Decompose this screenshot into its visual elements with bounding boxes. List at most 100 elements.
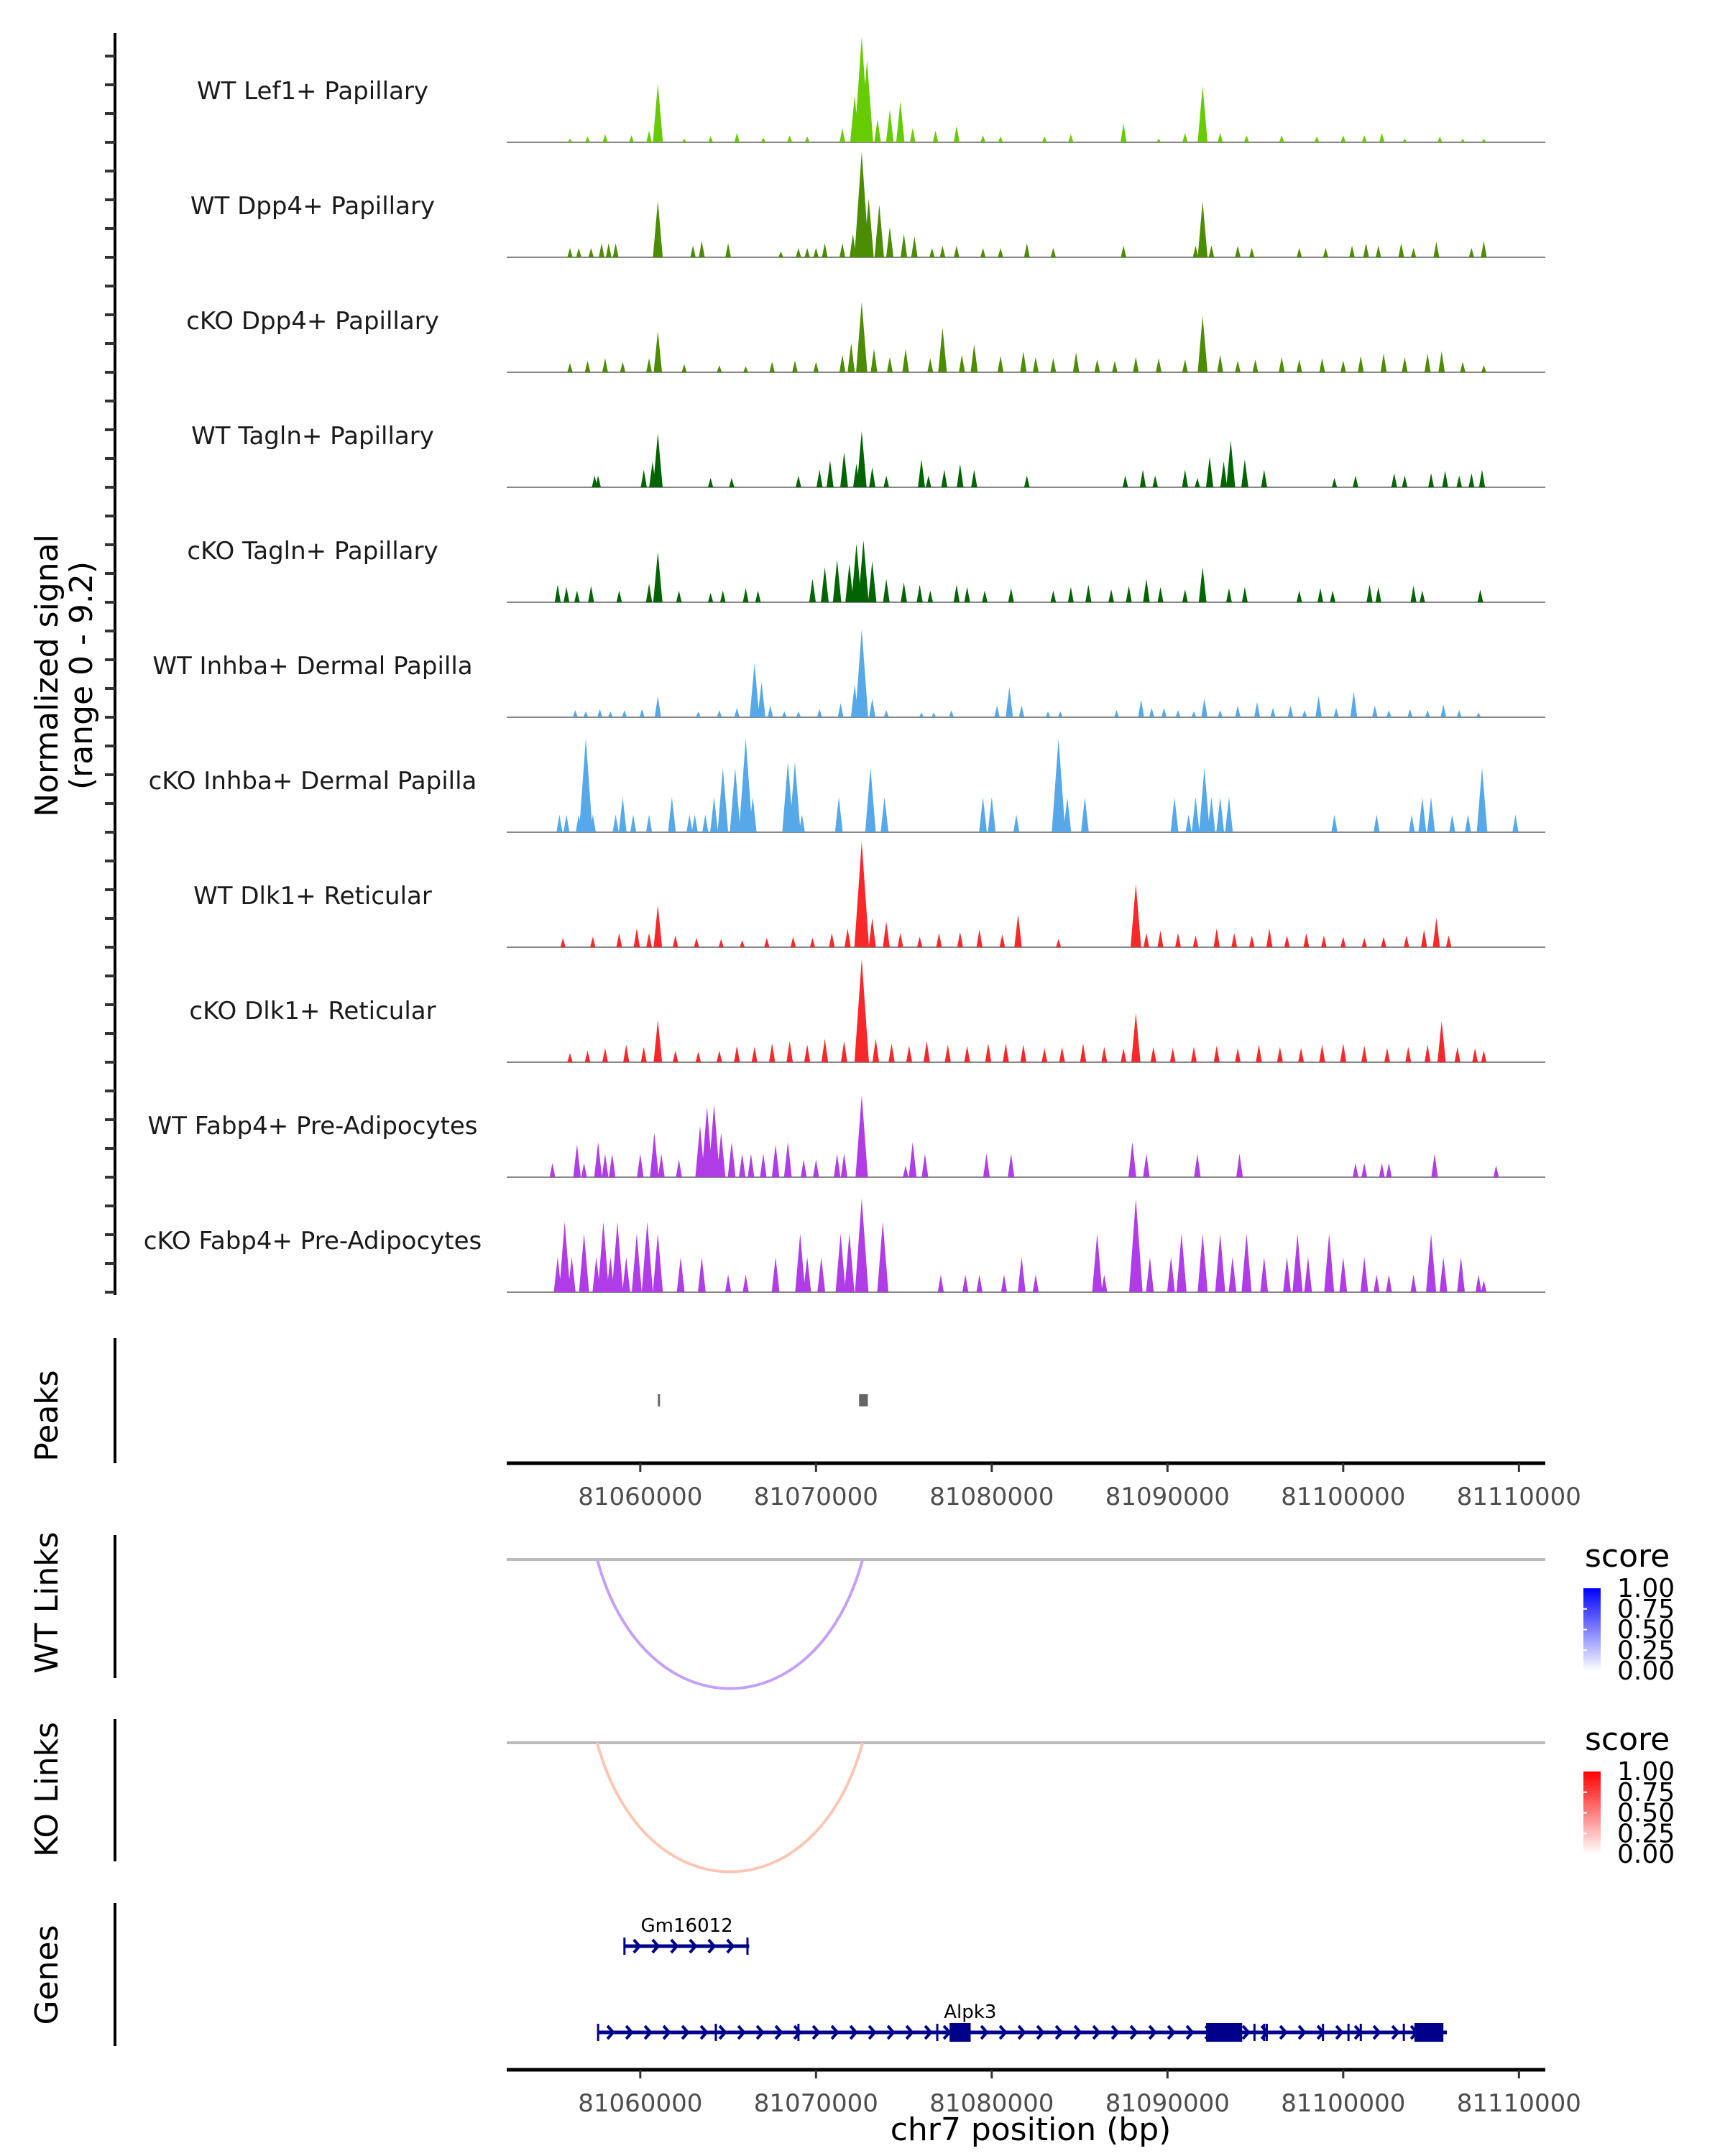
signal-peak — [1156, 139, 1162, 142]
signal-peak — [707, 477, 714, 487]
signal-peak — [929, 247, 935, 257]
signal-peak — [1121, 245, 1126, 257]
signal-peak — [623, 1044, 630, 1062]
gene-model: Alpk3 — [597, 2001, 1448, 2042]
track-label: WT Fabp4+ Pre-Adipocytes — [148, 1112, 478, 1141]
signal-peak — [822, 243, 828, 257]
signal-peak — [1279, 356, 1285, 372]
signal-peak — [1481, 241, 1487, 257]
signal-peak — [653, 905, 663, 947]
signal-peak — [1287, 705, 1294, 717]
signal-peak — [976, 929, 983, 947]
signal-peak — [653, 201, 663, 257]
strand-arrow — [774, 2024, 783, 2040]
signal-peak — [1101, 1046, 1108, 1062]
signal-peak — [909, 128, 916, 142]
x-tick-label: 81100000 — [1281, 1483, 1405, 1511]
signal-peak — [592, 475, 598, 487]
signal-peak — [1213, 928, 1220, 947]
signal-peak — [971, 469, 978, 487]
signal-peak — [1017, 1257, 1026, 1292]
signal-peak — [1298, 1048, 1305, 1062]
track-label: WT Dlk1+ Reticular — [193, 882, 432, 911]
signal-peak — [1481, 1280, 1487, 1292]
signal-peak — [916, 936, 923, 947]
legend-tick-label: 0.75 — [1617, 1778, 1675, 1807]
signal-peak — [584, 360, 591, 372]
signal-peak — [567, 362, 573, 372]
signal-peak — [730, 768, 741, 832]
strand-arrow — [830, 2024, 840, 2040]
signal-peak — [1126, 586, 1132, 602]
signal-peak — [768, 1043, 776, 1062]
signal-peak — [874, 119, 881, 142]
signal-peak — [1220, 461, 1228, 487]
signal-peak — [906, 1046, 913, 1062]
strand-arrow — [1167, 2024, 1176, 2040]
signal-peak — [1270, 707, 1276, 717]
x-tick-label: 81070000 — [754, 2089, 878, 2118]
signal-peak — [923, 1041, 930, 1062]
signal-peak — [1138, 699, 1144, 717]
signal-peak — [1231, 933, 1238, 947]
strand-arrow — [632, 1938, 642, 1954]
signal-peak — [827, 460, 834, 487]
signal-peak — [1197, 1233, 1208, 1292]
signal-peak — [1050, 358, 1057, 372]
signal-peak — [1032, 356, 1039, 372]
strand-arrow — [689, 1938, 698, 1954]
strand-arrow — [755, 2024, 765, 2040]
signal-peak — [1352, 1163, 1358, 1177]
signal-peak — [618, 797, 627, 832]
signal-peak — [1143, 579, 1150, 602]
signal-peak — [902, 349, 909, 372]
signal-peak — [1144, 933, 1149, 947]
signal-peak — [717, 365, 722, 372]
signal-peak — [872, 1038, 880, 1062]
signal-peak — [718, 939, 724, 947]
signal-peak — [1056, 939, 1062, 947]
signal-peak — [988, 797, 996, 832]
signal-peak — [1420, 590, 1425, 602]
signal-peak — [581, 1163, 587, 1177]
signal-peak — [926, 475, 932, 487]
signal-peak — [1276, 1046, 1283, 1062]
signal-peak — [1404, 935, 1409, 947]
signal-peak — [834, 1153, 841, 1177]
signal-peak — [1472, 1048, 1478, 1062]
track-label: cKO Inhba+ Dermal Papilla — [149, 767, 477, 796]
signal-peak — [1225, 588, 1232, 602]
signal-peak — [1218, 710, 1223, 717]
strand-arrow — [868, 2024, 877, 2040]
signal-peak — [1161, 707, 1167, 717]
signal-peak — [574, 590, 580, 602]
signal-peak — [717, 1133, 726, 1177]
signal-peak — [1120, 123, 1127, 142]
track-label: WT Inhba+ Dermal Papilla — [152, 652, 472, 681]
signal-peak — [1398, 243, 1404, 257]
track-label: WT Dpp4+ Papillary — [190, 192, 435, 221]
y-axis-title-line1: Normalized signal — [29, 534, 65, 817]
strand-arrow — [1185, 2024, 1195, 2040]
strand-arrow — [1036, 2024, 1045, 2040]
signal-peak — [1150, 1046, 1156, 1062]
signal-peak — [697, 1257, 706, 1292]
signal-peak — [888, 1043, 895, 1062]
links-label: WT Links — [29, 1531, 65, 1673]
strand-arrow — [662, 2024, 671, 2040]
signal-peak — [1068, 134, 1074, 142]
x-tick-label: 81080000 — [929, 2089, 1054, 2118]
signal-peak — [982, 590, 988, 602]
signal-peak — [568, 1257, 576, 1292]
signal-peak — [911, 236, 918, 257]
strand-arrow — [924, 2024, 933, 2040]
signal-peak — [742, 588, 749, 602]
signal-peak — [908, 1142, 917, 1177]
signal-peak — [1468, 473, 1475, 487]
signal-peak — [1431, 1153, 1438, 1177]
signal-peak — [1475, 1274, 1482, 1292]
signal-peak — [1361, 1163, 1368, 1177]
signal-peak — [1190, 1046, 1197, 1062]
signal-peak — [612, 1222, 623, 1292]
signal-peak — [717, 1050, 722, 1062]
